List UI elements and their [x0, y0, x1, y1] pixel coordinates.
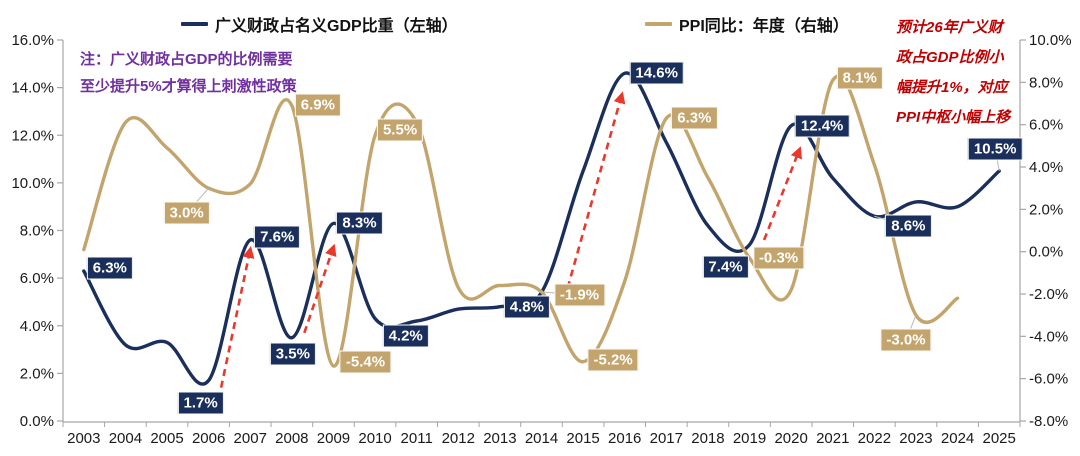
note-stimulus-threshold: 注：广义财政占GDP的比例需要 至少提升5%才算得上刺激性政策	[80, 46, 297, 100]
right-axis-tick-label: -8.0%	[1029, 413, 1068, 430]
right-axis-tick-label: -2.0%	[1029, 286, 1068, 303]
x-axis-tick-label: 2016	[608, 430, 641, 447]
x-axis-tick-label: 2010	[358, 430, 391, 447]
x-axis-tick-label: 2017	[650, 430, 683, 447]
x-axis-tick-label: 2004	[109, 430, 142, 447]
label-leader-line	[905, 314, 917, 341]
x-axis-tick-label: 2008	[275, 430, 308, 447]
note-forecast-line-4: PPI中枢小幅上移	[896, 109, 1011, 126]
note-2026-forecast: 预计26年广义财 政占GDP比例小 幅提升1%，对应 PPI中枢小幅上移	[896, 13, 1028, 133]
right-axis-tick-label: 6.0%	[1029, 117, 1063, 134]
left-axis-tick-label: 12.0%	[11, 127, 54, 144]
x-axis-tick-label: 2019	[733, 430, 766, 447]
x-axis-tick-label: 2015	[566, 430, 599, 447]
right-axis-tick-label: 4.0%	[1029, 159, 1063, 176]
legend-item-gdp: 广义财政占名义GDP比重（左轴）	[181, 12, 458, 36]
right-axis-tick-label: 0.0%	[1029, 244, 1063, 261]
x-axis-tick-label: 2025	[983, 430, 1016, 447]
left-axis-tick-label: 6.0%	[20, 270, 54, 287]
x-axis-tick-label: 2022	[858, 430, 891, 447]
x-axis-tick-label: 2006	[192, 430, 225, 447]
gdp-line-legend-marker	[181, 22, 208, 26]
ppi-legend-label: PPI同比：年度（右轴）	[679, 18, 849, 35]
left-axis-tick-label: 16.0%	[11, 32, 54, 49]
left-axis-tick-label: 2.0%	[20, 365, 54, 382]
trend-arrow	[303, 243, 337, 334]
x-axis-tick-label: 2014	[525, 430, 558, 447]
note-stimulus-line-1: 注：广义财政占GDP的比例需要	[80, 51, 293, 68]
x-axis-tick-label: 2003	[67, 430, 100, 447]
left-axis-tick-label: 4.0%	[20, 318, 54, 335]
right-axis-tick-label: 8.0%	[1029, 74, 1063, 91]
x-axis-tick-label: 2013	[483, 430, 516, 447]
x-axis-tick-label: 2018	[691, 430, 724, 447]
ppi-line	[82, 74, 960, 368]
right-axis-tick-label: -4.0%	[1029, 328, 1068, 345]
left-axis-tick-label: 14.0%	[11, 80, 54, 97]
left-axis-tick-label: 10.0%	[11, 175, 54, 192]
x-axis-tick-label: 2011	[401, 430, 433, 447]
gdp-legend-label: 广义财政占名义GDP比重（左轴）	[215, 18, 458, 35]
legend: 广义财政占名义GDP比重（左轴） PPI同比：年度（右轴）	[0, 0, 1080, 36]
right-axis-tick-label: 10.0%	[1029, 32, 1072, 49]
label-leader-line	[994, 148, 1000, 172]
x-axis-tick-label: 2023	[899, 430, 932, 447]
x-axis-tick-label: 2024	[941, 430, 974, 447]
gdp-line	[82, 71, 1001, 386]
x-axis-tick-label: 2009	[317, 430, 350, 447]
note-forecast-line-1: 预计26年广义财	[896, 19, 1003, 36]
note-forecast-line-3: 幅提升1%，对应	[896, 79, 1008, 96]
label-leader-line	[186, 187, 210, 214]
x-axis-tick-label: 2020	[774, 430, 807, 447]
left-axis-tick-label: 0.0%	[20, 413, 54, 430]
right-axis-tick-label: 2.0%	[1029, 201, 1063, 218]
trend-arrow	[762, 146, 802, 241]
note-forecast-line-2: 政占GDP比例小	[896, 49, 1004, 66]
legend-item-ppi: PPI同比：年度（右轴）	[645, 12, 849, 36]
x-axis-tick-label: 2021	[816, 430, 849, 447]
x-axis-tick-label: 2012	[442, 430, 475, 447]
label-leader-line	[541, 291, 580, 296]
right-axis-tick-label: -6.0%	[1029, 371, 1068, 388]
x-axis-tick-label: 2005	[150, 430, 183, 447]
note-stimulus-line-2: 至少提升5%才算得上刺激性政策	[80, 78, 297, 95]
left-axis-tick-label: 8.0%	[20, 223, 54, 240]
ppi-line-legend-marker	[645, 22, 672, 26]
x-axis-tick-label: 2007	[234, 430, 267, 447]
